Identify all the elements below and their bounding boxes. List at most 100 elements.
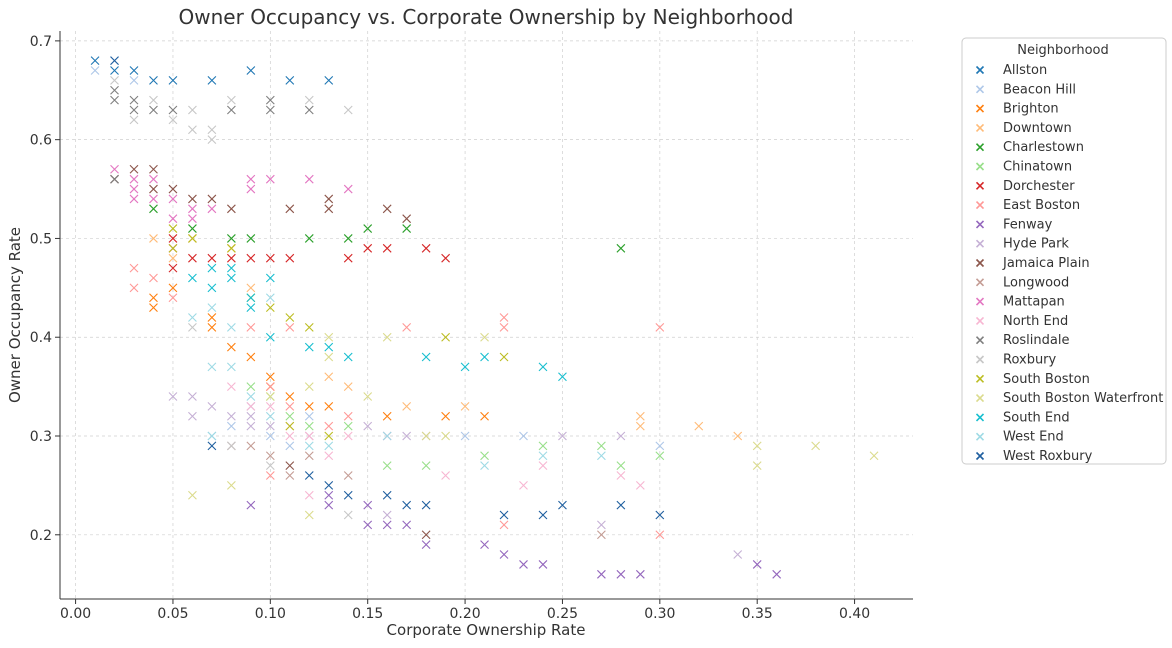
x-tick-label: 0.10 bbox=[255, 606, 286, 622]
data-point bbox=[519, 560, 528, 569]
x-tick-label: 0.05 bbox=[157, 606, 188, 622]
chart-title: Owner Occupancy vs. Corporate Ownership … bbox=[179, 5, 794, 29]
data-point bbox=[246, 411, 256, 421]
data-point bbox=[265, 461, 275, 471]
data-point bbox=[129, 174, 139, 184]
data-point bbox=[343, 382, 353, 392]
data-point bbox=[226, 441, 236, 451]
data-point bbox=[168, 283, 178, 293]
data-point bbox=[655, 451, 665, 461]
data-point bbox=[324, 441, 334, 451]
data-point bbox=[265, 382, 275, 392]
data-point bbox=[246, 392, 256, 401]
data-point bbox=[168, 105, 178, 115]
y-tick-label: 0.2 bbox=[30, 528, 52, 544]
legend-marker bbox=[975, 65, 985, 75]
legend-marker bbox=[975, 123, 985, 132]
data-point bbox=[480, 332, 489, 342]
data-point bbox=[324, 421, 334, 431]
data-point bbox=[285, 461, 295, 471]
data-point bbox=[558, 500, 567, 510]
series-roxbury bbox=[110, 76, 353, 520]
legend-title: Neighborhood bbox=[1017, 43, 1109, 58]
data-point bbox=[499, 520, 509, 530]
data-point bbox=[402, 500, 412, 510]
data-point bbox=[499, 352, 509, 362]
data-point bbox=[382, 520, 392, 530]
data-point bbox=[168, 184, 178, 194]
series-north-end bbox=[226, 382, 645, 500]
data-point bbox=[168, 263, 178, 273]
legend-marker bbox=[975, 355, 985, 364]
series-longwood bbox=[226, 441, 606, 540]
data-point bbox=[616, 243, 626, 253]
data-point bbox=[324, 76, 334, 85]
data-point bbox=[265, 421, 275, 431]
data-point bbox=[246, 500, 256, 510]
data-point bbox=[499, 510, 509, 520]
data-point bbox=[597, 569, 606, 579]
data-point bbox=[149, 174, 158, 184]
data-point bbox=[441, 431, 450, 441]
data-point bbox=[597, 451, 606, 461]
data-point bbox=[110, 56, 119, 66]
data-point bbox=[285, 411, 295, 421]
data-point bbox=[382, 243, 392, 253]
data-point bbox=[635, 569, 645, 579]
legend-label: Roslindale bbox=[1003, 333, 1069, 348]
data-point bbox=[324, 352, 334, 362]
y-tick-label: 0.5 bbox=[30, 231, 52, 247]
data-point bbox=[480, 352, 489, 362]
series-hyde-park bbox=[168, 392, 743, 559]
data-point bbox=[304, 95, 314, 105]
data-point bbox=[265, 471, 275, 480]
data-point bbox=[149, 194, 158, 204]
data-point bbox=[129, 105, 139, 115]
data-point bbox=[304, 105, 314, 115]
data-point bbox=[188, 224, 197, 233]
data-point bbox=[733, 550, 743, 559]
data-point bbox=[149, 164, 158, 174]
data-point bbox=[207, 303, 217, 312]
x-tick-label: 0.20 bbox=[449, 606, 480, 622]
data-point bbox=[343, 253, 353, 263]
y-tick-label: 0.6 bbox=[30, 133, 52, 149]
data-point bbox=[402, 322, 412, 332]
data-point bbox=[304, 322, 314, 332]
data-point bbox=[168, 253, 178, 263]
data-point bbox=[265, 105, 275, 115]
legend-label: West End bbox=[1003, 430, 1064, 445]
legend-marker bbox=[975, 220, 985, 229]
legend-label: Chinatown bbox=[1003, 160, 1072, 175]
data-point bbox=[382, 431, 392, 441]
data-point bbox=[246, 66, 256, 75]
data-point bbox=[304, 382, 314, 392]
legend-marker bbox=[975, 316, 985, 325]
data-point bbox=[460, 401, 470, 411]
data-point bbox=[304, 234, 314, 243]
legend-marker bbox=[975, 104, 985, 113]
data-point bbox=[188, 392, 197, 401]
data-point bbox=[168, 392, 178, 401]
data-point bbox=[616, 431, 626, 441]
data-point bbox=[324, 342, 334, 352]
data-point bbox=[558, 372, 567, 382]
data-point bbox=[265, 372, 275, 382]
data-point bbox=[246, 401, 256, 411]
data-point bbox=[363, 500, 373, 510]
data-point bbox=[538, 560, 548, 569]
data-point bbox=[538, 510, 548, 520]
data-point bbox=[265, 332, 275, 342]
legend-label: Downtown bbox=[1003, 121, 1072, 136]
data-point bbox=[168, 293, 178, 303]
data-point bbox=[285, 253, 295, 263]
data-point bbox=[285, 313, 295, 322]
data-point bbox=[226, 342, 236, 352]
legend-items: Allston Beacon Hill Brighton Downtown Charle… bbox=[975, 63, 1163, 464]
data-point bbox=[499, 313, 509, 322]
data-point bbox=[324, 431, 334, 441]
data-point bbox=[480, 540, 489, 550]
data-point bbox=[499, 550, 509, 559]
series-east-boston bbox=[129, 263, 665, 540]
